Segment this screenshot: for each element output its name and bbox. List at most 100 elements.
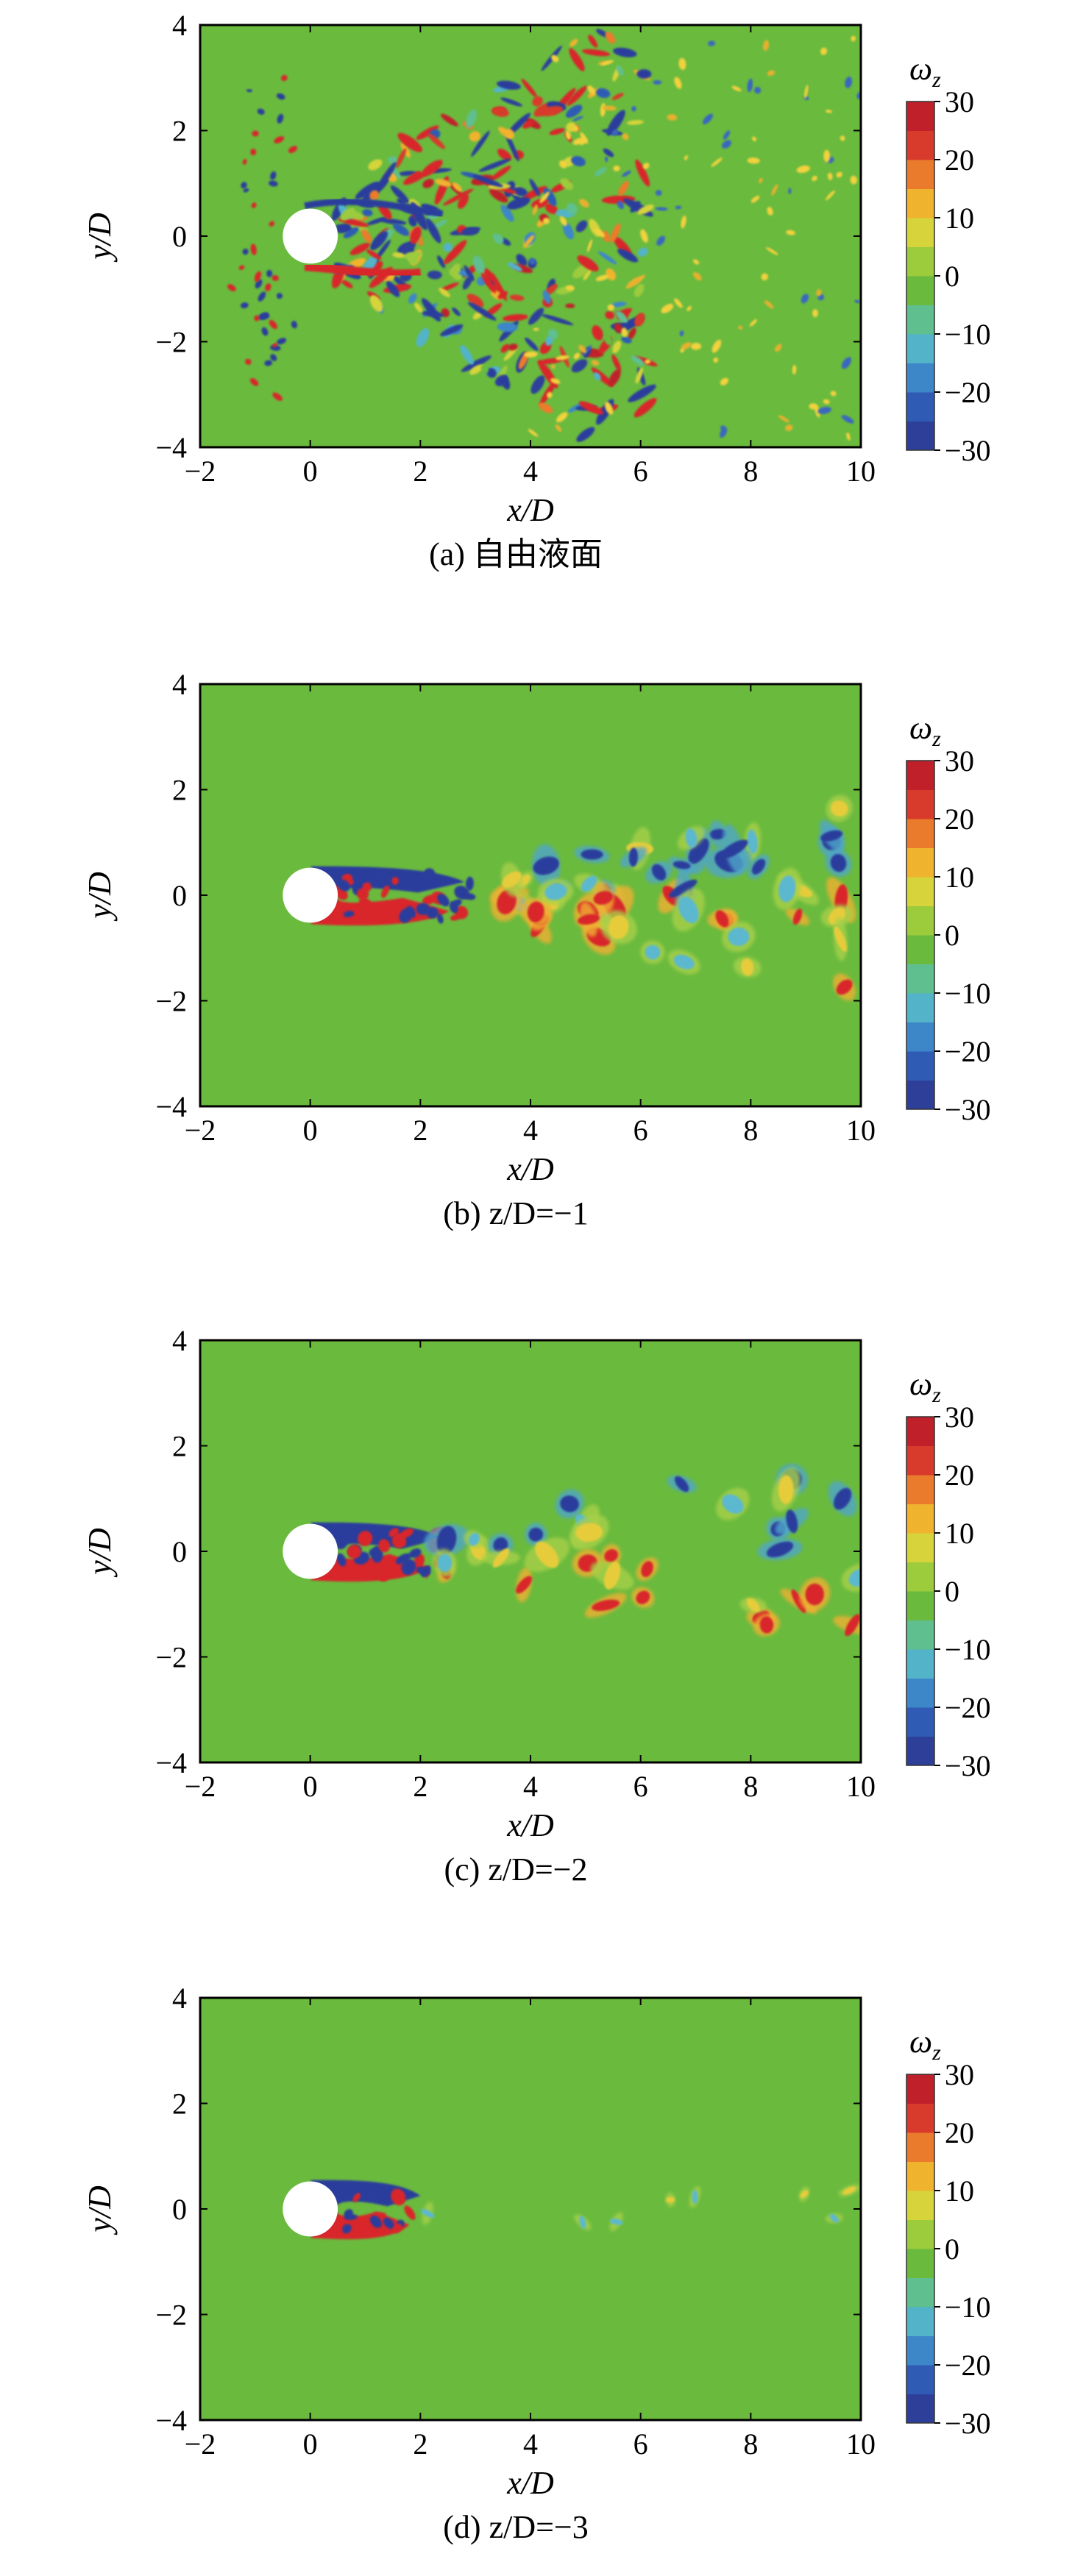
wake-vortex: [685, 828, 698, 848]
free-surface-streak: [448, 182, 464, 197]
free-surface-streak: [370, 231, 388, 251]
free-surface-streak: [377, 162, 397, 189]
far-field-speck: [803, 85, 809, 99]
colorbar: 30 20 10 0 −10 −20 −30 ωz: [906, 2024, 991, 2440]
front-streak: [252, 130, 259, 137]
y-tick-label: 4: [172, 1324, 187, 1357]
x-tick-label: 8: [743, 1770, 758, 1803]
colorbar-segment: [906, 160, 934, 189]
free-surface-streak: [369, 295, 383, 313]
colorbar-segment: [906, 246, 934, 277]
front-streak: [272, 343, 277, 348]
colorbar-tick-label: 0: [945, 2232, 959, 2266]
y-axis-label: y/D: [82, 213, 118, 263]
free-surface-streak: [509, 294, 525, 301]
y-tick-label: 2: [172, 774, 187, 807]
colorbar-label-symbol: ω: [909, 710, 932, 746]
colorbar-segment: [906, 935, 934, 964]
x-tick-label: −2: [185, 1770, 216, 1803]
colorbar-tick-label: 10: [945, 1517, 974, 1550]
free-surface-streak: [621, 336, 632, 344]
free-surface-streak: [452, 182, 462, 192]
free-surface-streak: [466, 293, 484, 308]
wake-vortex: [527, 901, 544, 922]
far-field-speck: [850, 175, 857, 185]
far-field-speck: [751, 136, 757, 142]
free-surface-streak: [500, 97, 522, 107]
free-surface-streak: [611, 354, 622, 371]
colorbar-segment: [906, 1707, 934, 1737]
free-surface-streak: [634, 283, 645, 297]
front-streak: [251, 202, 257, 208]
colorbar-segment: [906, 392, 934, 421]
far-field-speck: [812, 175, 817, 182]
free-surface-streak: [443, 188, 474, 206]
free-surface-streak: [460, 344, 474, 365]
wake-vortex: [786, 1509, 798, 1534]
inner-wake-eddy: [347, 1545, 361, 1559]
free-surface-streak: [583, 267, 592, 281]
x-tick-label: −2: [185, 455, 216, 488]
front-streak: [227, 284, 236, 291]
wake-vortex: [533, 856, 559, 875]
free-surface-streak: [427, 133, 445, 149]
free-surface-streak: [627, 301, 643, 320]
inner-wake-eddy: [378, 1539, 391, 1553]
x-tick-label: 10: [846, 1770, 876, 1803]
free-surface-streak: [432, 219, 448, 230]
far-field-speck: [841, 415, 854, 424]
inner-wake-eddy: [352, 2193, 361, 2202]
far-field-speck: [607, 304, 614, 311]
colorbar-segment: [906, 2074, 934, 2104]
inner-wake-eddy: [465, 876, 474, 891]
colorbar-label-subscript: z: [931, 68, 941, 92]
free-surface-streak: [469, 364, 483, 375]
front-streak: [240, 302, 249, 309]
x-tick-label: 0: [303, 1770, 318, 1803]
wake-vortex: [833, 1487, 852, 1510]
wake-vortex: [674, 1476, 689, 1492]
free-surface-streak: [636, 90, 647, 101]
wake-vortex: [759, 1616, 774, 1634]
far-field-speck: [767, 70, 776, 77]
colorbar-segment: [906, 218, 934, 247]
free-surface-streak: [508, 344, 518, 351]
front-streak: [272, 274, 279, 281]
inner-wake-eddy: [336, 1537, 348, 1550]
free-surface-streak: [439, 288, 450, 298]
colorbar-segment: [906, 905, 934, 936]
wake-vortex: [669, 879, 698, 898]
wake-vortex: [678, 896, 699, 924]
free-surface-streak: [637, 204, 654, 215]
colorbar-segment: [906, 993, 934, 1022]
free-surface-streak: [529, 179, 540, 196]
far-field-speck: [841, 357, 851, 369]
far-field-speck: [631, 106, 636, 112]
front-streak: [257, 108, 265, 115]
free-surface-streak: [402, 240, 416, 257]
far-field-speck: [539, 191, 550, 204]
free-surface-streak: [500, 204, 514, 222]
colorbar-tick-label: −10: [945, 2291, 991, 2324]
free-surface-streak: [500, 344, 510, 353]
y-tick-label: −4: [155, 1746, 187, 1779]
far-field-speck: [747, 157, 760, 164]
wake-vortex: [468, 1532, 480, 1546]
inner-wake-eddy: [399, 908, 413, 923]
far-field-speck: [645, 359, 651, 364]
free-surface-streak: [628, 384, 656, 402]
free-surface-streak: [375, 239, 391, 260]
colorbar-segment: [906, 2161, 934, 2191]
far-field-speck: [851, 35, 856, 42]
far-field-speck: [528, 429, 539, 437]
front-streak: [276, 93, 285, 100]
free-surface-streak: [567, 202, 578, 215]
colorbar-tick-label: 10: [945, 861, 974, 894]
inner-wake-eddy: [409, 1548, 422, 1558]
free-surface-streak: [634, 398, 657, 418]
free-surface-streak: [569, 38, 578, 47]
far-field-speck: [661, 303, 674, 313]
front-streak: [274, 136, 285, 143]
wake-vortex: [834, 926, 848, 953]
far-field-speck: [550, 378, 561, 385]
